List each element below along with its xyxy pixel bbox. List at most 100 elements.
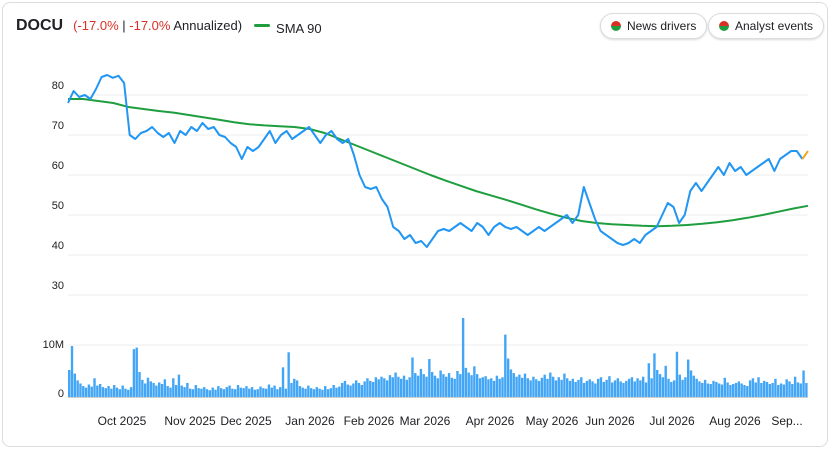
volume-bar[interactable] — [402, 375, 406, 397]
volume-bar[interactable] — [796, 382, 800, 397]
volume-bar[interactable] — [526, 378, 530, 397]
volume-bar[interactable] — [324, 386, 327, 397]
volume-bar[interactable] — [104, 388, 107, 397]
volume-bar[interactable] — [369, 380, 372, 397]
volume-bar[interactable] — [217, 386, 220, 397]
volume-bar[interactable] — [557, 377, 560, 397]
volume-bar[interactable] — [580, 377, 583, 397]
volume-bar[interactable] — [782, 384, 786, 397]
volume-bar[interactable] — [498, 378, 501, 397]
volume-bar[interactable] — [430, 372, 434, 397]
volume-bar[interactable] — [121, 385, 124, 397]
volume-bar[interactable] — [566, 378, 569, 397]
volume-bar[interactable] — [515, 376, 518, 397]
volume-bar[interactable] — [495, 375, 499, 397]
volume-bar[interactable] — [672, 380, 676, 397]
volume-bar[interactable] — [326, 389, 330, 397]
volume-bar[interactable] — [619, 381, 622, 397]
volume-bar[interactable] — [307, 385, 310, 397]
volume-bar[interactable] — [737, 381, 741, 397]
volume-bar[interactable] — [267, 384, 271, 397]
volume-bar[interactable] — [248, 388, 251, 397]
volume-bar[interactable] — [239, 387, 243, 397]
volume-bar[interactable] — [622, 382, 625, 397]
volume-bar[interactable] — [174, 385, 178, 397]
volume-bar[interactable] — [96, 385, 99, 397]
volume-bar[interactable] — [439, 370, 442, 397]
volume-bar[interactable] — [481, 377, 484, 397]
volume-bar[interactable] — [262, 388, 265, 397]
volume-bar[interactable] — [343, 380, 347, 397]
volume-bar[interactable] — [563, 373, 566, 397]
volume-bar[interactable] — [388, 375, 392, 397]
volume-bar[interactable] — [799, 383, 802, 397]
volume-bar[interactable] — [625, 380, 628, 397]
volume-bar[interactable] — [594, 383, 597, 397]
volume-bar[interactable] — [118, 389, 122, 397]
volume-bar[interactable] — [453, 378, 456, 397]
volume-bar[interactable] — [90, 386, 93, 397]
volume-bar[interactable] — [200, 388, 203, 397]
volume-bar[interactable] — [177, 374, 181, 397]
volume-bar[interactable] — [627, 378, 631, 397]
volume-bar[interactable] — [523, 373, 527, 397]
sma-legend[interactable]: SMA 90 — [254, 21, 322, 36]
volume-bar[interactable] — [346, 384, 349, 397]
volume-bar[interactable] — [743, 385, 746, 397]
volume-bar[interactable] — [84, 387, 88, 397]
volume-bar[interactable] — [259, 386, 262, 397]
volume-bar[interactable] — [309, 388, 313, 397]
volume-bar[interactable] — [183, 387, 186, 397]
volume-bar[interactable] — [425, 376, 428, 397]
volume-bar[interactable] — [172, 378, 175, 397]
analyst-events-button[interactable]: Analyst events — [708, 13, 825, 39]
volume-bar[interactable] — [568, 380, 572, 397]
volume-bar[interactable] — [771, 382, 774, 397]
volume-bar[interactable] — [180, 385, 183, 397]
volume-bar[interactable] — [149, 381, 152, 397]
volume-bar[interactable] — [129, 387, 133, 397]
volume-bar[interactable] — [290, 382, 293, 397]
volume-bar[interactable] — [661, 377, 665, 397]
volume-bar[interactable] — [284, 388, 288, 397]
volume-bar[interactable] — [332, 385, 335, 397]
volume-bar[interactable] — [644, 382, 648, 397]
news-drivers-button[interactable]: News drivers — [600, 13, 708, 39]
volume-bar[interactable] — [684, 377, 687, 397]
volume-bar[interactable] — [166, 386, 169, 397]
volume-bar[interactable] — [768, 384, 771, 397]
volume-bar[interactable] — [574, 381, 577, 397]
volume-bar[interactable] — [636, 378, 639, 397]
volume-bar[interactable] — [459, 374, 462, 397]
volume-bar[interactable] — [110, 388, 113, 397]
volume-bar[interactable] — [732, 384, 735, 397]
volume-bar[interactable] — [608, 376, 611, 397]
volume-bar[interactable] — [360, 385, 364, 397]
volume-bar[interactable] — [234, 389, 237, 397]
volume-bar[interactable] — [73, 373, 77, 397]
volume-bar[interactable] — [647, 363, 651, 397]
volume-bar[interactable] — [681, 379, 684, 397]
volume-bar[interactable] — [295, 380, 299, 397]
volume-bar[interactable] — [802, 370, 805, 397]
volume-bar[interactable] — [484, 376, 487, 397]
volume-bar[interactable] — [501, 377, 504, 397]
volume-bar[interactable] — [678, 374, 681, 397]
volume-bar[interactable] — [467, 372, 470, 397]
volume-bar[interactable] — [667, 378, 670, 397]
volume-bar[interactable] — [329, 388, 333, 397]
volume-bar[interactable] — [461, 317, 465, 397]
volume-bar[interactable] — [276, 389, 279, 397]
volume-bar[interactable] — [113, 385, 116, 397]
volume-bar[interactable] — [143, 383, 147, 397]
volume-bar[interactable] — [304, 388, 307, 397]
volume-bar[interactable] — [340, 382, 344, 397]
volume-bar[interactable] — [754, 382, 757, 397]
volume-bar[interactable] — [394, 372, 397, 397]
volume-bar[interactable] — [101, 387, 105, 397]
volume-bar[interactable] — [115, 387, 119, 397]
volume-bar[interactable] — [805, 382, 808, 397]
volume-bar[interactable] — [391, 377, 394, 397]
volume-bar[interactable] — [734, 382, 738, 397]
